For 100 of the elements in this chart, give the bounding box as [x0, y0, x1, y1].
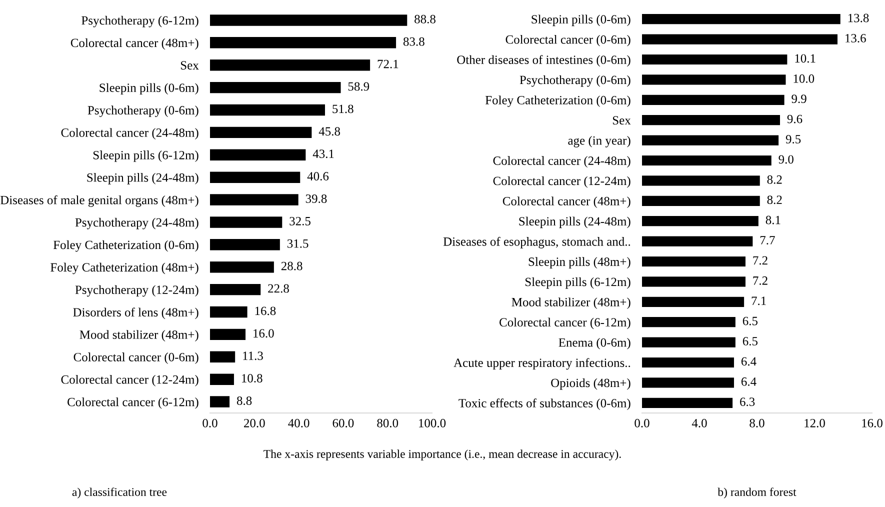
- y-tick-label: Disorders of lens (48m+): [73, 308, 198, 320]
- x-tick-label: 0.0: [634, 418, 650, 428]
- x-tick-label: 8.0: [750, 418, 764, 428]
- data-label: 32.5: [290, 216, 310, 226]
- bar: [210, 216, 282, 228]
- y-tick-label: Colorectal cancer (24-48m): [61, 128, 198, 140]
- bar: [642, 317, 736, 328]
- bar: [642, 337, 736, 348]
- data-label: 6.4: [741, 357, 756, 366]
- data-label: 28.8: [281, 262, 302, 270]
- data-label: 9.5: [786, 135, 801, 144]
- bar: [210, 149, 306, 160]
- data-label: 6.5: [742, 337, 758, 346]
- bar: [210, 14, 408, 26]
- data-label: 10.0: [794, 74, 814, 83]
- data-label: 45.8: [318, 127, 340, 136]
- y-tick-label: Colorectal cancer (0-6m): [74, 352, 198, 364]
- bar: [642, 357, 734, 368]
- bar: [642, 256, 746, 267]
- y-tick-label: Sex: [612, 116, 631, 125]
- y-tick-label: Colorectal cancer (6-12m): [500, 318, 630, 330]
- data-label: 83.8: [403, 37, 424, 46]
- data-label: 40.6: [307, 172, 329, 181]
- bar: [642, 196, 760, 206]
- data-label: 7.2: [753, 256, 768, 265]
- data-label: 13.6: [846, 34, 866, 42]
- bar: [642, 296, 744, 307]
- bar: [210, 239, 280, 250]
- data-label: 10.1: [795, 54, 816, 63]
- y-tick-label: Foley Catheterization (0-6m): [53, 240, 198, 252]
- bar: [210, 82, 341, 94]
- data-label: 51.8: [332, 104, 354, 114]
- y-tick-label: age (in year): [568, 136, 630, 148]
- x-tick-label: 80.0: [377, 418, 398, 428]
- text: b) random forest: [718, 488, 796, 498]
- x-tick-label: 16.0: [862, 418, 882, 428]
- y-tick-label: Mood stabilizer (48m+): [512, 298, 630, 309]
- bar: [642, 378, 734, 388]
- data-label: 6.5: [742, 316, 758, 326]
- y-tick-label: Foley Catheterization (48m+): [50, 262, 198, 274]
- x-tick-label: 100.0: [419, 418, 446, 428]
- y-tick-label: Colorectal cancer (0-6m): [506, 34, 630, 46]
- y-tick-label: Sleepin pills (24-48m): [87, 172, 198, 184]
- y-tick-label: Psychotherapy (0-6m): [520, 75, 630, 87]
- data-label: 6.3: [740, 398, 755, 406]
- y-tick-label: Colorectal cancer (6-12m): [68, 397, 198, 409]
- x-tick-label: 4.0: [692, 418, 707, 428]
- y-tick-label: Diseases of esophagus, stomach and..: [443, 236, 630, 248]
- bar: [642, 115, 780, 126]
- y-tick-label: Sleepin pills (0-6m): [532, 14, 630, 26]
- y-tick-label: Sleepin pills (48m+): [528, 257, 630, 268]
- x-tick-label: 20.0: [244, 418, 265, 428]
- bar: [210, 374, 234, 385]
- bar: [210, 351, 236, 362]
- y-tick-label: Diseases of male genital organs (48m+): [0, 195, 198, 207]
- y-tick-label: Mood stabilizer (48m+): [80, 330, 198, 342]
- bar: [210, 172, 300, 183]
- bar: [642, 34, 838, 44]
- data-label: 7.2: [753, 276, 768, 285]
- data-label: 8.1: [766, 216, 780, 224]
- y-tick-label: Foley Catheterization (0-6m): [485, 96, 630, 107]
- bar: [210, 328, 246, 340]
- data-label: 22.8: [268, 284, 289, 293]
- data-label: 58.9: [348, 82, 370, 91]
- bar: [210, 262, 274, 273]
- bar: [210, 194, 298, 206]
- data-label: 39.8: [306, 194, 327, 203]
- data-label: 11.3: [243, 352, 263, 360]
- y-tick-label: Psychotherapy (0-6m): [88, 106, 198, 118]
- x-tick-label: 40.0: [288, 418, 310, 428]
- bar: [642, 155, 772, 166]
- bar: [210, 306, 248, 318]
- data-label: 8.8: [236, 396, 252, 405]
- data-label: 13.8: [848, 14, 869, 22]
- y-tick-label: Psychotherapy (6-12m): [82, 16, 198, 28]
- data-label: 72.1: [378, 60, 398, 68]
- bar: [642, 276, 746, 287]
- bar: [642, 236, 753, 246]
- x-tick-label: 0.0: [202, 418, 218, 428]
- y-tick-label: Colorectal cancer (12-24m): [61, 374, 198, 386]
- text: The x-axis represents variable importance (i.e., mean decrease in accuracy).: [264, 450, 621, 460]
- y-tick-label: Colorectal cancer (24-48m): [493, 156, 630, 168]
- data-label: 9.6: [787, 114, 802, 124]
- data-label: 16.8: [255, 306, 276, 316]
- data-label: 7.1: [752, 296, 766, 306]
- data-label: 8.2: [767, 196, 782, 204]
- data-label: 43.1: [312, 150, 334, 158]
- y-tick-label: Psychotherapy (12-24m): [75, 285, 198, 297]
- data-label: 10.8: [242, 374, 262, 383]
- bar: [642, 135, 779, 146]
- y-tick-label: Sleepin pills (6-12m): [525, 277, 630, 289]
- y-tick-label: Opioids (48m+): [551, 378, 630, 390]
- bar: [210, 37, 396, 48]
- x-tick-label: 60.0: [332, 418, 354, 428]
- y-tick-label: Colorectal cancer (12-24m): [493, 176, 630, 188]
- bar: [642, 94, 784, 105]
- data-label: 16.0: [254, 329, 274, 338]
- bar: [210, 396, 230, 408]
- y-tick-label: Acute upper respiratory infections..: [454, 358, 630, 370]
- x-tick-label: 12.0: [804, 418, 825, 428]
